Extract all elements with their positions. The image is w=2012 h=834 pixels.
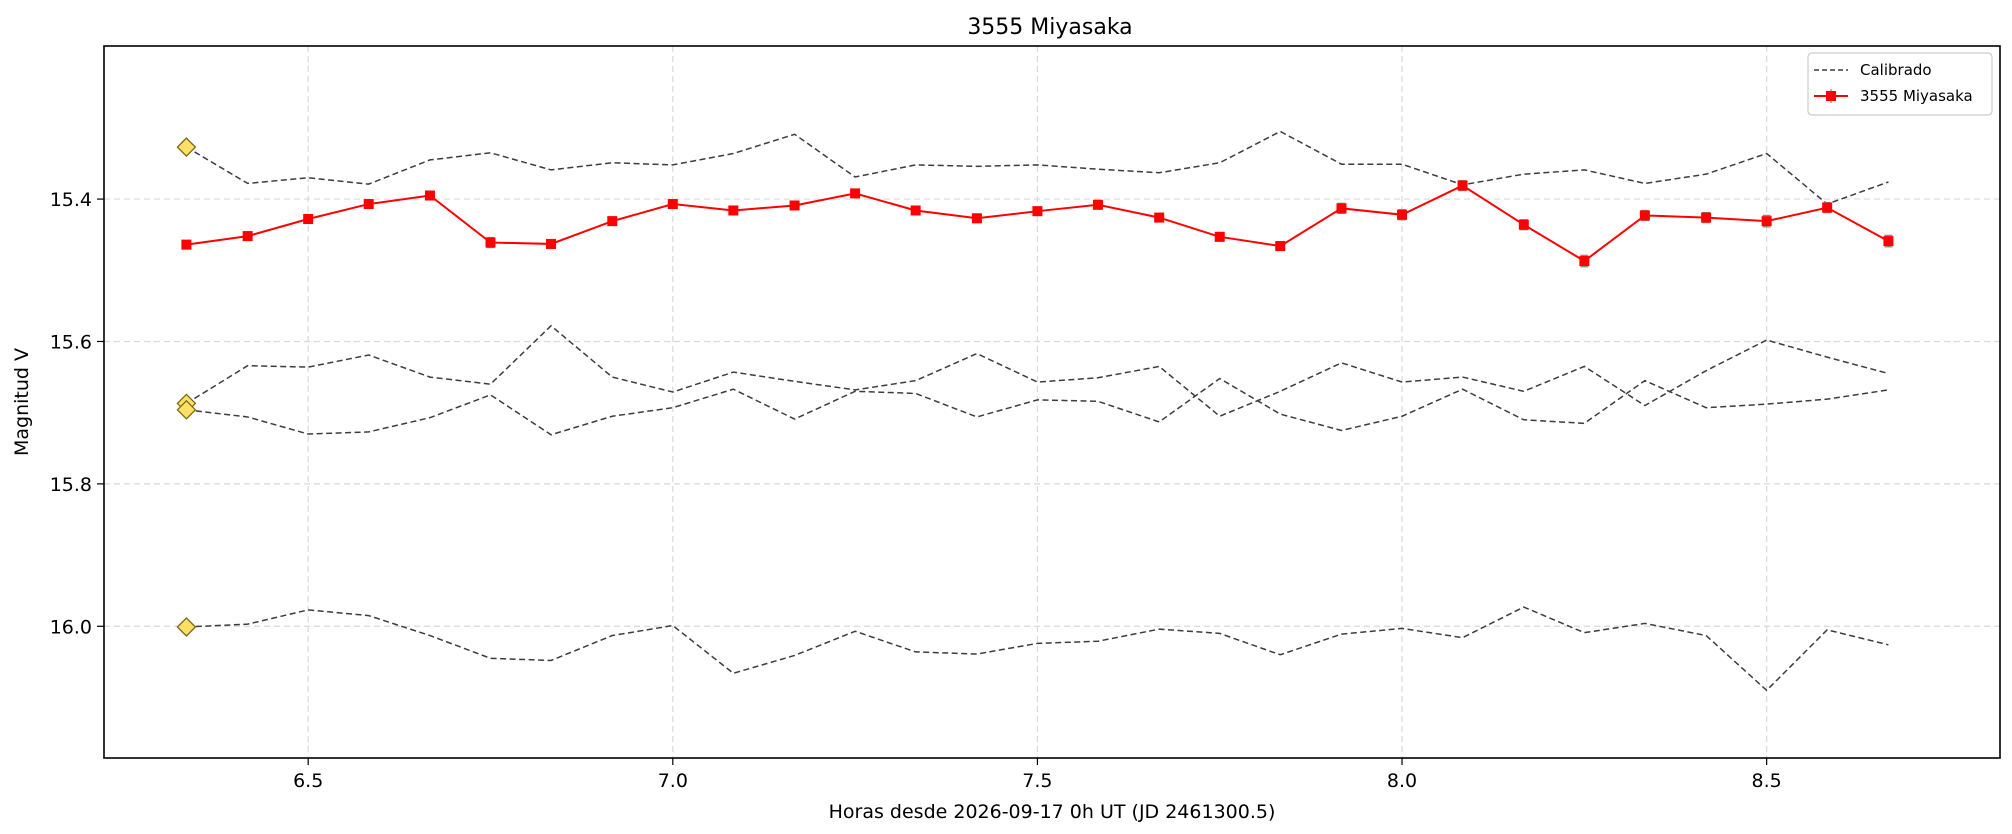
reference-star-marker bbox=[176, 137, 197, 158]
x-tick-label: 8.5 bbox=[1752, 770, 1782, 792]
legend-calibrado-label: Calibrado bbox=[1860, 61, 1932, 79]
target-data-point bbox=[728, 205, 739, 216]
target-data-point bbox=[181, 239, 192, 250]
legend-target-marker bbox=[1826, 91, 1836, 101]
target-data-point bbox=[363, 199, 374, 210]
target-data-point bbox=[424, 190, 435, 201]
target-data-point bbox=[1579, 256, 1590, 267]
target-data-point bbox=[607, 216, 618, 227]
target-data-point bbox=[303, 214, 314, 225]
y-tick-label: 15.4 bbox=[50, 189, 92, 211]
target-series-group bbox=[181, 179, 1894, 268]
plot-area-frame bbox=[103, 45, 2001, 759]
target-data-point bbox=[971, 213, 982, 224]
target-data-point bbox=[1761, 216, 1772, 227]
reference-star-marker bbox=[176, 399, 197, 420]
target-data-point bbox=[1092, 199, 1103, 210]
x-axis-ticks: 6.5 7.0 7.5 8.0 8.5 bbox=[293, 758, 1782, 792]
comparison-star-line bbox=[186, 324, 1889, 418]
chart-title: 3555 Miyasaka bbox=[967, 15, 1132, 40]
target-data-point bbox=[1336, 203, 1347, 214]
reference-markers-group bbox=[176, 137, 197, 637]
comparison-star-line bbox=[186, 377, 1889, 436]
x-tick-label: 7.0 bbox=[658, 770, 688, 792]
target-data-point bbox=[485, 237, 496, 248]
legend-box bbox=[1807, 52, 1993, 116]
target-data-point bbox=[1214, 231, 1225, 242]
legend-target-label: 3555 Miyasaka bbox=[1860, 87, 1973, 105]
comparison-star-line bbox=[186, 130, 1889, 205]
target-data-point bbox=[1154, 212, 1165, 223]
x-tick-label: 7.5 bbox=[1022, 770, 1052, 792]
reference-star-marker bbox=[176, 617, 197, 637]
target-data-point bbox=[789, 200, 800, 211]
comparison-series-group bbox=[186, 130, 1889, 692]
y-tick-label: 15.8 bbox=[50, 474, 92, 496]
y-tick-label: 15.6 bbox=[50, 331, 92, 353]
target-data-point bbox=[1457, 180, 1468, 191]
target-data-point bbox=[667, 199, 678, 210]
target-data-point bbox=[1639, 210, 1650, 221]
target-data-point bbox=[1518, 219, 1529, 230]
target-data-point bbox=[1822, 202, 1833, 213]
y-axis-label: Magnitud V bbox=[11, 348, 33, 456]
target-data-point bbox=[1275, 241, 1286, 252]
y-tick-label: 16.0 bbox=[50, 616, 92, 638]
comparison-star-line bbox=[186, 606, 1889, 692]
target-data-point bbox=[1701, 212, 1712, 223]
x-tick-label: 6.5 bbox=[293, 770, 323, 792]
target-data-point bbox=[850, 188, 861, 199]
y-axis-ticks: 15.4 15.6 15.8 16.0 bbox=[50, 189, 104, 638]
target-data-point bbox=[1032, 206, 1043, 217]
legend: Calibrado 3555 Miyasaka bbox=[1807, 52, 1993, 116]
target-data-point bbox=[242, 231, 253, 242]
target-data-point bbox=[1883, 236, 1894, 247]
target-data-point bbox=[1397, 209, 1408, 220]
target-data-point bbox=[546, 238, 557, 249]
x-tick-label: 8.0 bbox=[1387, 770, 1417, 792]
grid-lines bbox=[104, 46, 2000, 758]
target-data-point bbox=[910, 205, 921, 216]
x-axis-label: Horas desde 2026-09-17 0h UT (JD 2461300… bbox=[829, 801, 1276, 823]
